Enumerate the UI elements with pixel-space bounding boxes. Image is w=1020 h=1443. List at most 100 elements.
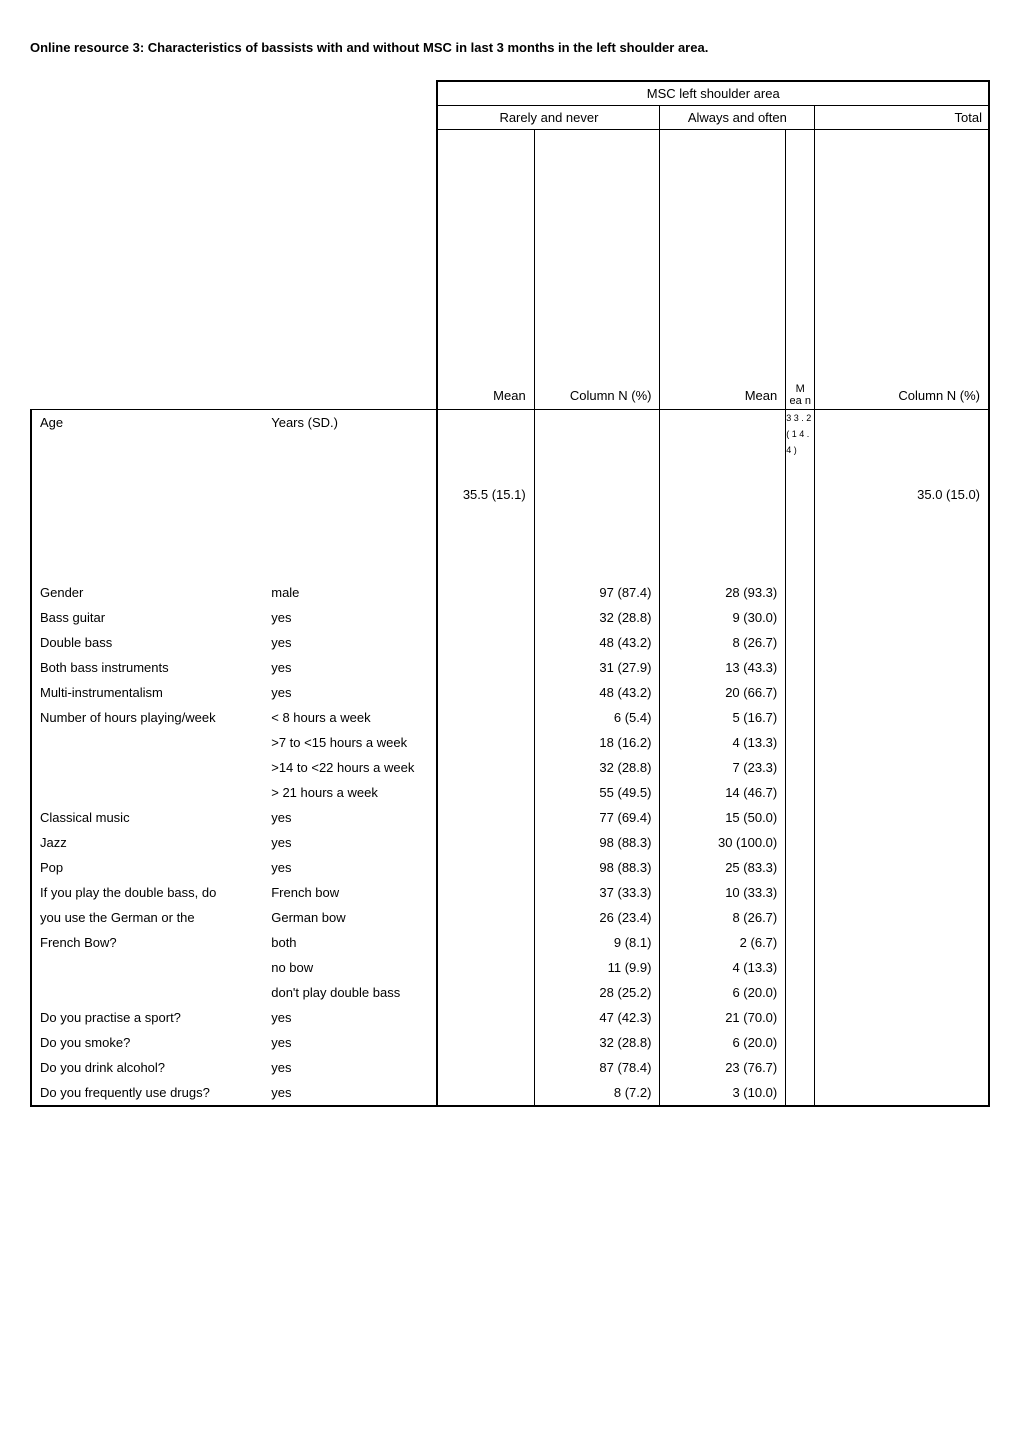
data-cell: 3 (10.0) [660, 1080, 786, 1106]
sub-header-total: Total [815, 106, 989, 130]
data-cell [437, 980, 534, 1005]
blank-cell [263, 106, 437, 130]
row-value: both [263, 930, 437, 955]
data-cell: 48 (43.2) [534, 630, 660, 655]
table-row: no bow 11 (9.9)4 (13.3) [31, 955, 989, 980]
data-cell [815, 980, 989, 1005]
data-cell: 98 (88.3) [534, 830, 660, 855]
sub-header-always: Always and often [660, 106, 815, 130]
data-cell [534, 410, 660, 580]
row-value: don't play double bass [263, 980, 437, 1005]
data-cell-mean: 35.5 (15.1) [437, 410, 534, 580]
col-header-mean: Mean [660, 130, 786, 410]
col-header-n: Column N (%) [815, 130, 989, 410]
data-cell: 28 (93.3) [660, 580, 786, 605]
data-cell [815, 1005, 989, 1030]
data-cell: 9 (8.1) [534, 930, 660, 955]
row-value: > 21 hours a week [263, 780, 437, 805]
row-value: >7 to <15 hours a week [263, 730, 437, 755]
data-cell: 15 (50.0) [660, 805, 786, 830]
data-cell [815, 905, 989, 930]
data-cell: 7 (23.3) [660, 755, 786, 780]
table-row: Both bass instrumentsyes31 (27.9)13 (43.… [31, 655, 989, 680]
data-cell [815, 955, 989, 980]
row-label: French Bow? [31, 930, 263, 955]
table-row: Jazzyes98 (88.3)30 (100.0) [31, 830, 989, 855]
data-cell [786, 980, 815, 1005]
data-cell [786, 780, 815, 805]
data-cell [786, 655, 815, 680]
row-value: no bow [263, 955, 437, 980]
row-value: yes [263, 1055, 437, 1080]
data-cell [437, 830, 534, 855]
table-row: Do you frequently use drugs?yes8 (7.2)3 … [31, 1080, 989, 1106]
row-label: Do you drink alcohol? [31, 1055, 263, 1080]
data-cell: 8 (26.7) [660, 905, 786, 930]
data-cell [437, 880, 534, 905]
blank-cell [31, 81, 263, 106]
data-cell [786, 1055, 815, 1080]
data-cell [815, 1030, 989, 1055]
table-row: French Bow?both 9 (8.1)2 (6.7) [31, 930, 989, 955]
data-cell [815, 580, 989, 605]
table-row: Double bassyes48 (43.2)8 (26.7) [31, 630, 989, 655]
data-cell [437, 580, 534, 605]
data-cell [437, 655, 534, 680]
blank-cell [263, 130, 437, 410]
data-cell: 11 (9.9) [534, 955, 660, 980]
data-cell: 4 (13.3) [660, 730, 786, 755]
data-cell [437, 855, 534, 880]
data-cell: 47 (42.3) [534, 1005, 660, 1030]
blank-cell [263, 81, 437, 106]
data-cell: 32 (28.8) [534, 755, 660, 780]
row-label: you use the German or the [31, 905, 263, 930]
data-cell: 8 (26.7) [660, 630, 786, 655]
row-label: Pop [31, 855, 263, 880]
row-label: Do you frequently use drugs? [31, 1080, 263, 1106]
data-cell [786, 855, 815, 880]
sub-header-rarely: Rarely and never [437, 106, 660, 130]
table-row: Multi-instrumentalismyes48 (43.2)20 (66.… [31, 680, 989, 705]
data-cell: 28 (25.2) [534, 980, 660, 1005]
data-cell [815, 705, 989, 730]
data-cell [437, 905, 534, 930]
data-cell [786, 955, 815, 980]
data-cell [786, 830, 815, 855]
data-cell [437, 930, 534, 955]
data-cell: 97 (87.4) [534, 580, 660, 605]
data-cell [815, 655, 989, 680]
data-cell: 98 (88.3) [534, 855, 660, 880]
group-header: MSC left shoulder area [437, 81, 989, 106]
data-cell [437, 1030, 534, 1055]
table-row: Gendermale 97 (87.4)28 (93.3) [31, 580, 989, 605]
row-label [31, 980, 263, 1005]
row-value: yes [263, 1080, 437, 1106]
data-cell [815, 805, 989, 830]
data-cell [437, 1080, 534, 1106]
table-row: >7 to <15 hours a week18 (16.2)4 (13.3) [31, 730, 989, 755]
data-cell: 4 (13.3) [660, 955, 786, 980]
row-value: male [263, 580, 437, 605]
table-row-age: Age Years (SD.) 35.5 (15.1) 3 3 . 2 ( 1 … [31, 410, 989, 580]
data-cell [437, 1055, 534, 1080]
data-cell: 2 (6.7) [660, 930, 786, 955]
data-cell: 30 (100.0) [660, 830, 786, 855]
data-cell [437, 630, 534, 655]
data-cell: 23 (76.7) [660, 1055, 786, 1080]
data-cell [815, 1055, 989, 1080]
row-label: Multi-instrumentalism [31, 680, 263, 705]
data-cell [437, 705, 534, 730]
row-label [31, 780, 263, 805]
data-cell: 31 (27.9) [534, 655, 660, 680]
data-cell [437, 955, 534, 980]
data-cell: 25 (83.3) [660, 855, 786, 880]
data-cell [786, 1080, 815, 1106]
data-cell [815, 880, 989, 905]
row-label: Gender [31, 580, 263, 605]
data-cell [786, 605, 815, 630]
data-cell [815, 930, 989, 955]
data-cell [437, 1005, 534, 1030]
data-cell: 21 (70.0) [660, 1005, 786, 1030]
data-cell [786, 1030, 815, 1055]
data-cell: 55 (49.5) [534, 780, 660, 805]
